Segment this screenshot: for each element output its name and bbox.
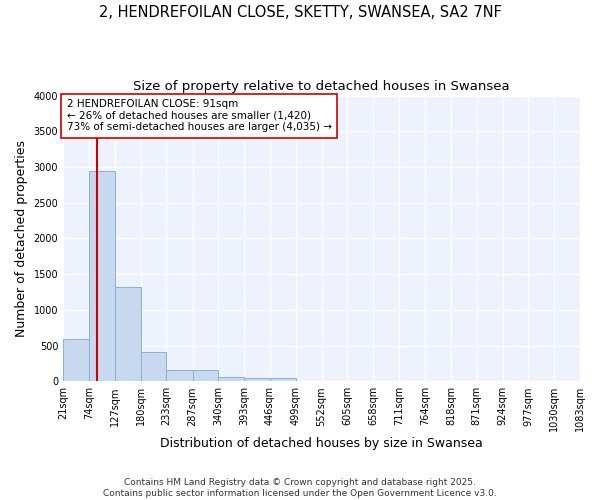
X-axis label: Distribution of detached houses by size in Swansea: Distribution of detached houses by size … bbox=[160, 437, 483, 450]
Bar bbox=[140, 352, 166, 382]
Bar bbox=[193, 370, 218, 382]
Bar bbox=[218, 376, 244, 382]
Text: 2, HENDREFOILAN CLOSE, SKETTY, SWANSEA, SA2 7NF: 2, HENDREFOILAN CLOSE, SKETTY, SWANSEA, … bbox=[98, 5, 502, 20]
Bar bbox=[63, 339, 89, 382]
Text: 2 HENDREFOILAN CLOSE: 91sqm
← 26% of detached houses are smaller (1,420)
73% of : 2 HENDREFOILAN CLOSE: 91sqm ← 26% of det… bbox=[67, 99, 332, 132]
Y-axis label: Number of detached properties: Number of detached properties bbox=[15, 140, 28, 337]
Title: Size of property relative to detached houses in Swansea: Size of property relative to detached ho… bbox=[133, 80, 510, 93]
Bar bbox=[244, 378, 270, 382]
Bar bbox=[166, 370, 193, 382]
Bar bbox=[89, 170, 115, 382]
Bar bbox=[270, 378, 296, 382]
Bar bbox=[115, 287, 140, 382]
Text: Contains HM Land Registry data © Crown copyright and database right 2025.
Contai: Contains HM Land Registry data © Crown c… bbox=[103, 478, 497, 498]
